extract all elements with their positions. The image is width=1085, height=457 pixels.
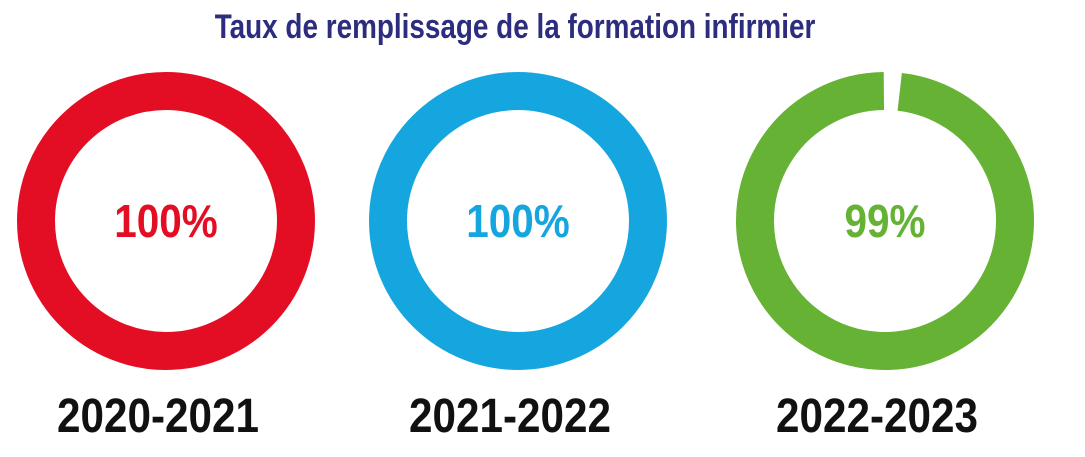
percentage-label-2021-2022: 100%	[466, 197, 569, 248]
donut-ring-2020-2021	[17, 72, 315, 370]
donut-ring-2022-2023	[736, 72, 1034, 370]
donut-ring-2021-2022	[369, 72, 667, 370]
year-label-2021-2022: 2021-2022	[409, 388, 611, 442]
year-label-2020-2021: 2020-2021	[57, 388, 259, 442]
chart-title: Taux de remplissage de la formation infi…	[214, 8, 816, 46]
percentage-label-2022-2023: 99%	[844, 197, 925, 248]
year-label-2022-2023: 2022-2023	[776, 388, 978, 442]
percentage-label-2020-2021: 100%	[114, 197, 217, 248]
